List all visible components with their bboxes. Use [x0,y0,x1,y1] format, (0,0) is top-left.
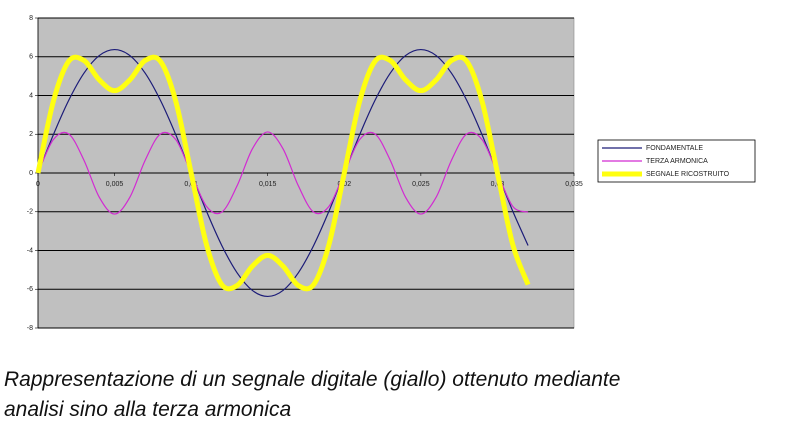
y-tick-label: -8 [27,325,33,332]
y-tick-label: 4 [29,92,33,99]
y-tick-label: 2 [29,131,33,138]
caption-line: analisi sino alla terza armonica [4,398,292,421]
y-tick-label: 0 [29,170,33,177]
x-tick-label: 0,035 [565,181,583,188]
legend-label: SEGNALE RICOSTRUITO [646,171,730,178]
x-tick-label: 0,015 [259,181,277,188]
caption-line: Rappresentazione di un segnale digitale … [4,368,621,391]
x-tick-label: 0,005 [106,181,124,188]
legend-label: TERZA ARMONICA [646,158,708,165]
x-tick-label: 0,025 [412,181,430,188]
series-line [35,54,531,292]
y-tick-label: -2 [27,209,33,216]
y-tick-label: -4 [27,247,33,254]
y-tick-label: 8 [29,15,33,22]
legend-label: FONDAMENTALE [646,145,703,152]
y-tick-label: 6 [29,54,33,61]
series-line [37,131,529,215]
y-tick-label: -6 [27,286,33,293]
x-tick-label: 0 [36,181,40,188]
